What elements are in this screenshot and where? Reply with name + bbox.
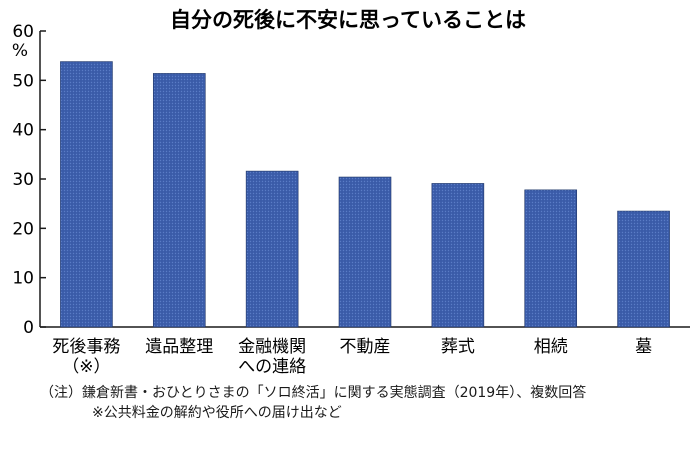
category-label: 相続 (534, 337, 568, 357)
bar (431, 183, 485, 328)
source-note: （注）鎌倉新書・おひとりさまの「ソロ終活」に関する実態調査（2019年）、複数回… (40, 385, 587, 401)
category-label: 墓 (635, 337, 652, 357)
y-tick-label: 60 (12, 22, 34, 42)
chart-title: 自分の死後に不安に思っていることは (170, 8, 526, 32)
bar (245, 170, 299, 328)
y-tick-label: 30 (12, 170, 34, 190)
footnote: ※公共料金の解約や役所への届け出など (92, 405, 342, 421)
y-axis: 0 10 20 30 40 50 60% (12, 22, 690, 338)
category-label: 不動産 (340, 337, 391, 357)
y-axis-unit: % (12, 41, 28, 61)
bar-chart: 自分の死後に不安に思っていることは 0 10 20 30 40 50 60% 死後事務（※）… (12, 8, 690, 377)
bar (524, 189, 578, 328)
y-tick-label: 50 (12, 71, 34, 91)
y-tick-label: 0 (23, 318, 34, 338)
y-tick-label: 10 (12, 269, 34, 289)
category-label: （※） (62, 357, 110, 377)
bars (60, 61, 670, 328)
category-label: 遺品整理 (145, 337, 213, 357)
bar (617, 210, 670, 328)
category-label: 葬式 (441, 337, 475, 357)
category-label: 死後事務 (52, 337, 120, 357)
chart-notes: （注）鎌倉新書・おひとりさまの「ソロ終活」に関する実態調査（2019年）、複数回… (40, 383, 586, 423)
bar (338, 176, 392, 328)
bar (152, 73, 206, 328)
bar (60, 61, 113, 328)
category-label: 金融機関 (238, 337, 306, 357)
y-tick-label: 40 (12, 121, 34, 141)
y-tick-label: 20 (12, 219, 34, 239)
category-label: への連絡 (238, 357, 306, 377)
